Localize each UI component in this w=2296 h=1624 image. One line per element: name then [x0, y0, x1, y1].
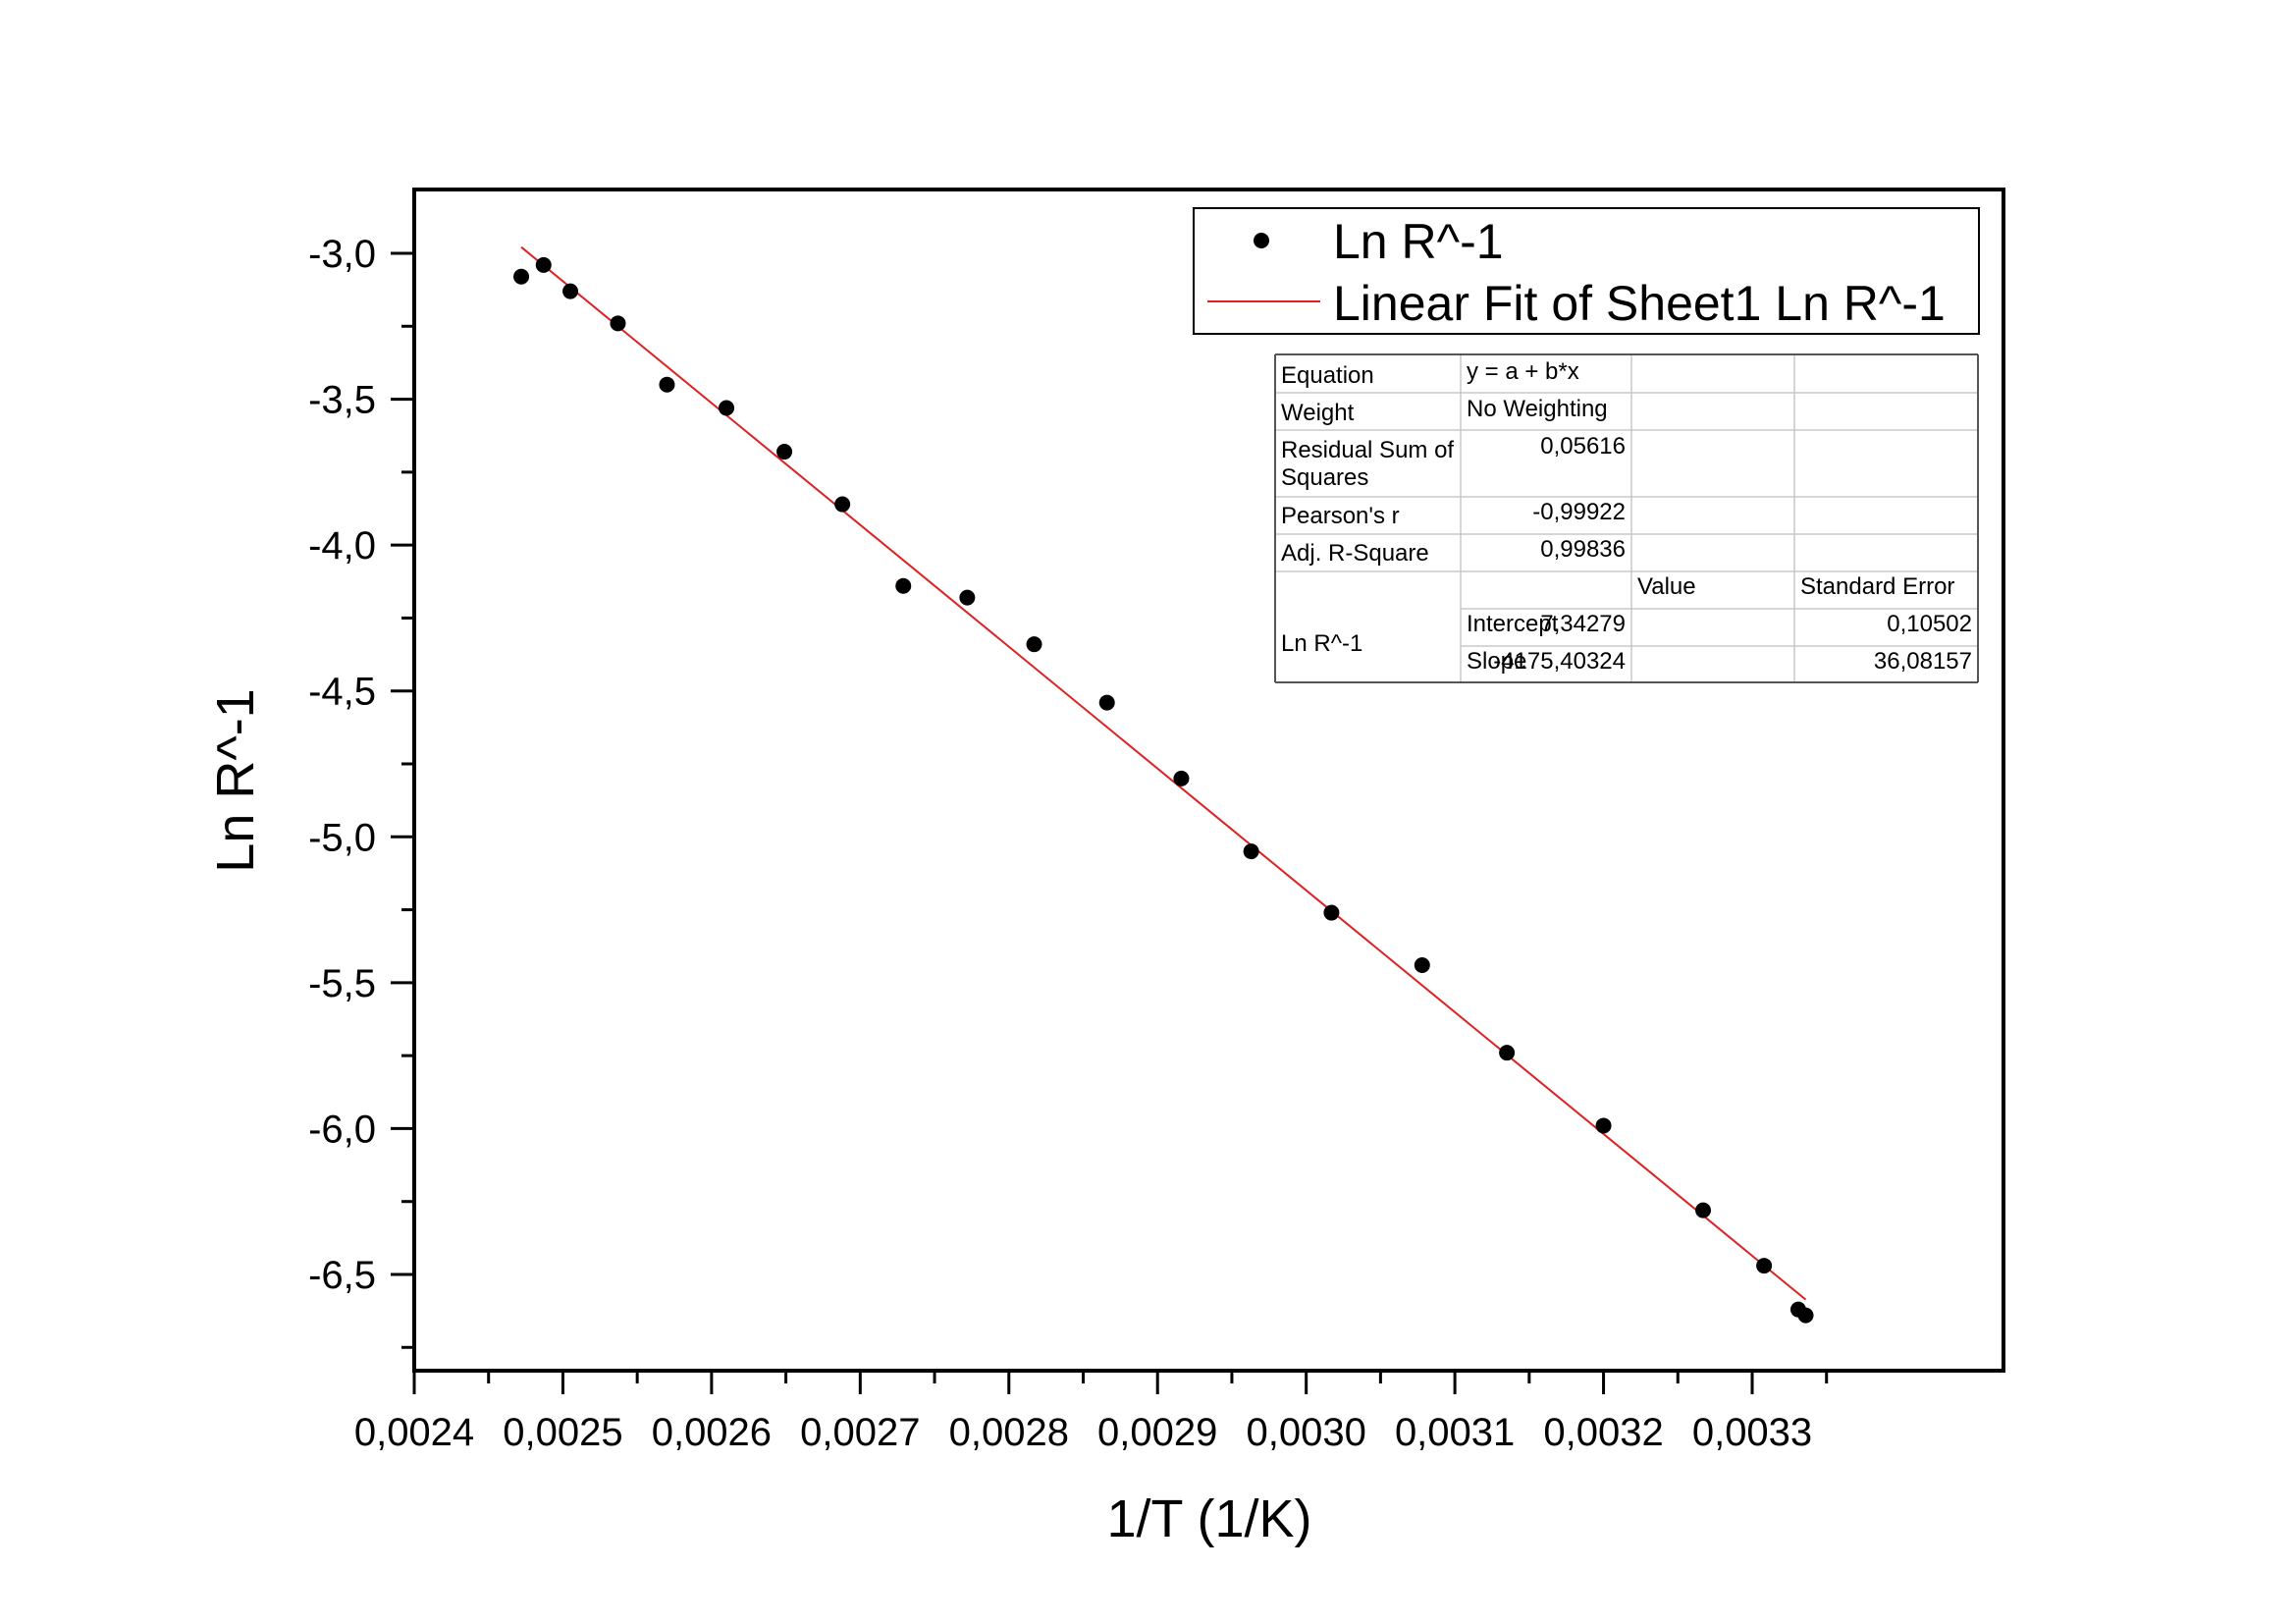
y-tick-label: -6,5: [308, 1254, 376, 1297]
fit-line-layer: [520, 245, 1807, 1301]
x-tick-label: 0,0027: [800, 1411, 920, 1454]
y-tick-label: -6,0: [308, 1108, 376, 1151]
data-point: [535, 256, 552, 273]
table-cell: Adj. R-Square: [1281, 540, 1429, 567]
legend-marker-icon: [1254, 233, 1269, 248]
data-point: [1026, 636, 1042, 653]
table-cell: Weight: [1281, 400, 1355, 426]
table-cell: Equation: [1281, 362, 1374, 389]
table-cell: 7,34279: [1540, 611, 1626, 637]
table-cell: Slope: [1467, 648, 1526, 675]
legend-label-series: Ln R^-1: [1333, 214, 1504, 269]
x-tick-label: 0,0029: [1097, 1411, 1217, 1454]
legend: Ln R^-1 Linear Fit of Sheet1 Ln R^-1: [1193, 207, 1980, 335]
data-point: [895, 577, 912, 594]
y-axis-ticks: [391, 251, 414, 1349]
data-point: [719, 400, 735, 416]
table-cell: Intercept: [1467, 611, 1559, 637]
legend-label-fit: Linear Fit of Sheet1 Ln R^-1: [1333, 276, 1946, 331]
table-cell: -4175,40324: [1493, 648, 1626, 675]
data-point: [562, 283, 579, 299]
table-cell: Pearson's r: [1281, 503, 1400, 529]
table-header-cell: Standard Error: [1800, 573, 1954, 600]
x-tick-label: 0,0031: [1395, 1411, 1515, 1454]
table-cell: Ln R^-1: [1281, 630, 1362, 657]
fit-results-table: Equation y = a + b*x Weight No Weighting…: [1274, 353, 1979, 683]
table-cell: y = a + b*x: [1467, 358, 1579, 385]
table-cell: 0,99836: [1540, 536, 1626, 563]
data-point: [959, 589, 976, 606]
x-tick-label: 0,0025: [503, 1411, 622, 1454]
y-tick-label: -5,5: [308, 962, 376, 1005]
x-tick-label: 0,0030: [1246, 1411, 1365, 1454]
plot-frame: [412, 188, 2005, 1373]
y-axis-tick-labels: -3,0 -3,5 -4,0 -4,5 -5,0 -5,5 -6,0 -6,5: [308, 233, 376, 1297]
data-point: [610, 315, 626, 332]
data-point: [659, 376, 675, 393]
data-point: [1499, 1045, 1516, 1061]
data-point: [1243, 843, 1259, 860]
data-point: [834, 496, 851, 513]
y-tick-label: -4,5: [308, 671, 376, 714]
x-tick-label: 0,0024: [354, 1411, 474, 1454]
table-grid-lines: [1275, 354, 1978, 682]
x-axis-ticks: [412, 1371, 1829, 1394]
table-cell: No Weighting: [1467, 396, 1608, 422]
table-cell: 0,05616: [1540, 433, 1626, 460]
data-points-layer: [513, 256, 1814, 1324]
table-cell: 36,08157: [1874, 648, 1972, 675]
data-point: [1595, 1117, 1612, 1134]
legend-box: [1193, 207, 1980, 335]
data-point: [776, 444, 793, 460]
x-axis-title: 1/T (1/K): [1106, 1489, 1311, 1548]
x-tick-label: 0,0032: [1543, 1411, 1663, 1454]
y-tick-label: -3,5: [308, 379, 376, 422]
y-tick-label: -5,0: [308, 816, 376, 859]
data-point: [1323, 904, 1340, 921]
table-header-cell: Value: [1637, 573, 1696, 600]
table-cell: 0,10502: [1887, 611, 1972, 637]
data-point: [1695, 1202, 1712, 1218]
y-axis-title: Ln R^-1: [206, 688, 265, 872]
y-tick-label: -3,0: [308, 233, 376, 276]
data-point: [1098, 694, 1115, 711]
table-border: [1274, 353, 1979, 683]
fit-line: [520, 245, 1807, 1301]
data-point: [1756, 1258, 1773, 1274]
x-axis-tick-labels: 0,0024 0,0025 0,0026 0,0027 0,0028 0,0029 0,00…: [354, 1411, 1812, 1454]
y-tick-label: -4,0: [308, 524, 376, 568]
x-tick-label: 0,0033: [1692, 1411, 1812, 1454]
data-point: [1414, 957, 1430, 974]
table-cell: Residual Sum of Squares: [1281, 437, 1454, 491]
table-cell: -0,99922: [1532, 499, 1626, 525]
x-tick-label: 0,0026: [652, 1411, 772, 1454]
table-background: [1275, 354, 1978, 682]
data-point: [1797, 1307, 1814, 1324]
x-tick-label: 0,0028: [949, 1411, 1069, 1454]
data-point: [1173, 770, 1190, 786]
data-point: [513, 268, 530, 285]
